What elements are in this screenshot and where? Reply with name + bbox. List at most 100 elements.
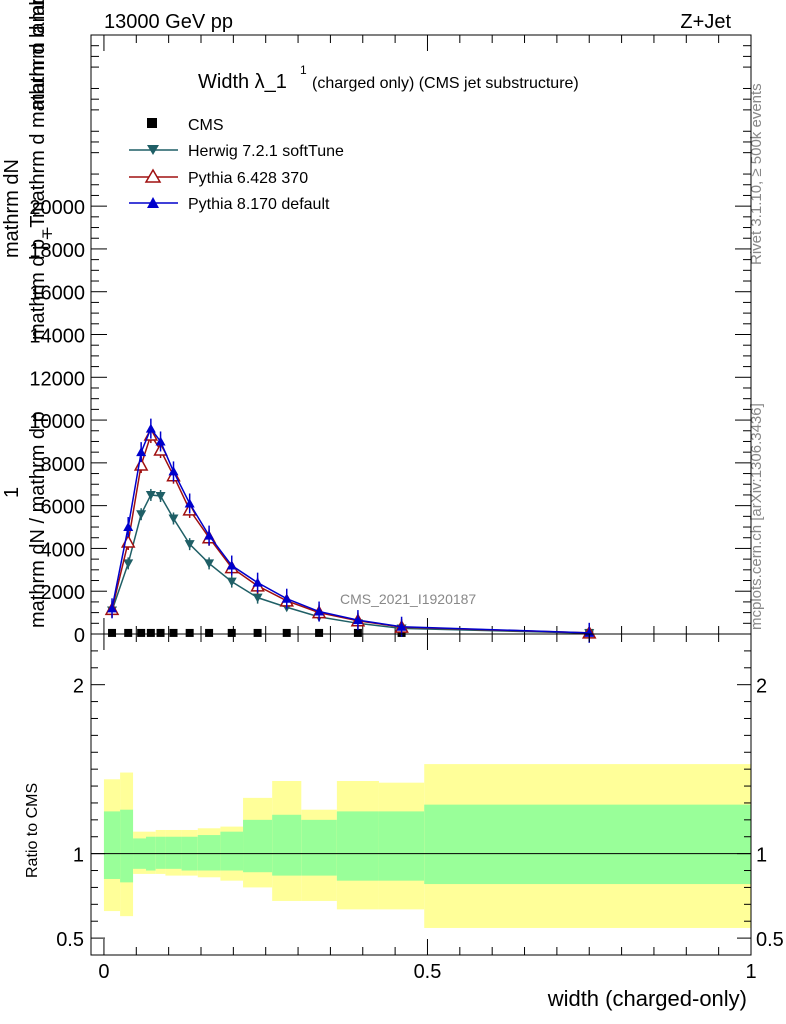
main-ytick-label: 2000 [41, 582, 86, 604]
legend-label-herwig: Herwig 7.2.1 softTune [188, 143, 344, 160]
ratio-ytick-label-right: 2 [756, 676, 767, 698]
ratio-ytick-label-right: 0.5 [756, 929, 784, 951]
stat-uncertainty-band [243, 819, 273, 873]
cms-data-point [108, 628, 117, 637]
main-ytick-label: 20000 [29, 197, 85, 219]
ylabel-line-4: mathrm d mathrm d lambda [27, 0, 49, 218]
stat-uncertainty-band [378, 811, 425, 881]
herwig-point [136, 510, 147, 520]
stat-uncertainty-band [424, 804, 751, 885]
plot-title-rest: (charged only) (CMS jet substructure) [312, 75, 579, 92]
energy-label: 13000 GeV pp [104, 11, 233, 33]
pythia8-point [136, 447, 147, 457]
pythia8-point [226, 560, 237, 570]
ratio-ylabel: Ratio to CMS [24, 783, 41, 878]
plot-title: Width λ_1 [198, 71, 287, 93]
stat-uncertainty-band [272, 814, 302, 876]
ratio-ytick-label: 1 [73, 845, 84, 867]
pythia8-point [184, 498, 195, 508]
herwig-point [123, 559, 134, 569]
legend-marker-pythia8 [147, 197, 159, 208]
ylabel-subscript: T [39, 229, 55, 238]
stat-uncertainty-band [103, 811, 121, 879]
cms-data-point [156, 628, 165, 637]
legend-marker-cms [147, 118, 157, 128]
pythia8-point [204, 530, 215, 540]
main-axes: 0 2000 4000 6000 8000 10000 12000 14000 16000 180… [29, 34, 752, 647]
herwig-point [155, 492, 166, 502]
main-ytick-label: 6000 [41, 497, 86, 519]
ratio-axes: 0.5 0.51 12 20 0.5 1 [56, 633, 784, 983]
ylabel-line-2: mathrm dN / mathrm d p [27, 411, 49, 628]
plot-title-superscript: 1 [300, 63, 307, 77]
stat-uncertainty-band [197, 835, 221, 871]
main-ytick-label: 10000 [29, 411, 85, 433]
series-line-herwig-7-2-1-softtune [111, 494, 590, 634]
ylabel-line-1: 1 [1, 487, 23, 498]
pythia8-point [584, 627, 595, 637]
herwig-point [204, 559, 215, 569]
ylabel-line-5: mathrm dN [1, 159, 23, 258]
cms-data-point [124, 628, 133, 637]
mcplots-note: mcplots.cern.ch [arXiv:1306.3436] [748, 403, 765, 630]
xtick-label: 1 [745, 961, 756, 983]
ratio-ytick-label: 2 [73, 676, 84, 698]
cms-data-point [227, 628, 236, 637]
ylabel-line-3: mathrm d p_T [27, 216, 49, 340]
pythia8-point [107, 603, 118, 613]
pythia8-point [145, 423, 156, 433]
main-ytick-label: 16000 [29, 283, 85, 305]
cms-data-point [353, 628, 362, 637]
cms-data-point [146, 628, 155, 637]
herwig-point [168, 514, 179, 524]
main-ytick-label: 8000 [41, 454, 86, 476]
legend: CMS Herwig 7.2.1 softTune Pythia 6.428 3… [129, 117, 344, 213]
ylabel-line-6: mathrm d lambda [27, 0, 49, 110]
ratio-ytick-label-right: 1 [756, 845, 767, 867]
main-ytick-label: 14000 [29, 326, 85, 348]
x-axis-label: width (charged-only) [547, 986, 747, 1011]
main-series-layer [104, 418, 597, 643]
pythia8-point [352, 615, 363, 625]
stat-uncertainty-band [155, 836, 166, 869]
herwig-point [145, 490, 156, 500]
legend-label-pythia6: Pythia 6.428 370 [188, 170, 308, 187]
herwig-point [184, 540, 195, 550]
pythia8-point [123, 522, 134, 532]
stat-uncertainty-band [120, 809, 134, 883]
pythia8-point [252, 577, 263, 587]
ratio-bands-layer [103, 764, 751, 928]
cms-data-point [185, 628, 194, 637]
ratio-frame [90, 633, 752, 956]
main-ylabel: 1 mathrm dN / mathrm d p mathrm d p_T T … [1, 0, 55, 628]
xtick-label: 0 [98, 961, 109, 983]
cms-data-point [282, 628, 291, 637]
pythia8-point [281, 593, 292, 603]
main-ytick-label: 4000 [41, 539, 86, 561]
main-ytick-label: 0 [74, 625, 85, 647]
xtick-label: 0.5 [414, 961, 442, 983]
stat-uncertainty-band [220, 831, 244, 871]
cms-data-point [315, 628, 324, 637]
process-label: Z+Jet [680, 11, 731, 33]
cms-data-point [137, 628, 146, 637]
legend-label-pythia8: Pythia 8.170 default [188, 196, 330, 213]
pythia8-point [314, 606, 325, 616]
cms-data-point [169, 628, 178, 637]
pythia8-point [396, 621, 407, 631]
legend-marker-herwig [147, 145, 159, 155]
legend-marker-pythia6 [144, 168, 162, 183]
stat-uncertainty-band [336, 811, 379, 881]
legend-label-cms: CMS [188, 117, 224, 134]
stat-uncertainty-band [165, 836, 182, 869]
pythia8-point [155, 436, 166, 446]
main-ytick-label: 18000 [29, 240, 85, 262]
stat-uncertainty-band [301, 819, 337, 876]
rivet-note: Rivet 3.1.10, ≥ 500k events [748, 83, 765, 265]
herwig-point [226, 577, 237, 587]
analysis-watermark: CMS_2021_I1920187 [340, 591, 476, 607]
herwig-point [252, 593, 263, 603]
cms-data-point [253, 628, 262, 637]
main-ytick-label: 12000 [29, 368, 85, 390]
